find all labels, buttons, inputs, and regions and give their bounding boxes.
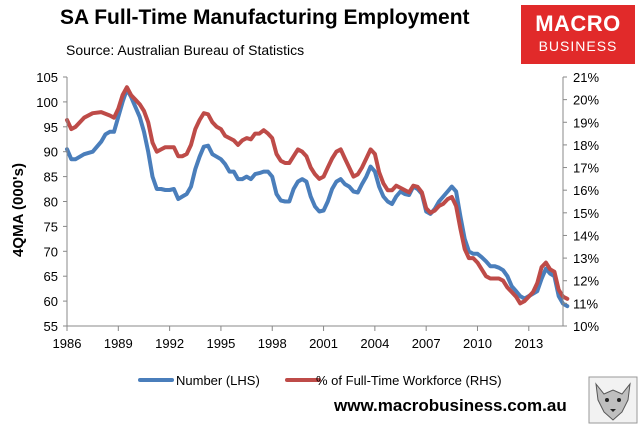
y-right-tick-label: 15% bbox=[573, 206, 599, 221]
y-axis-label: 4QMA (000's) bbox=[10, 163, 27, 257]
y-left-tick-label: 55 bbox=[44, 319, 58, 334]
y-right-tick-label: 11% bbox=[573, 296, 598, 311]
y-left-tick-label: 70 bbox=[44, 244, 58, 259]
chart-axes: 55 60 65 70 75 80 85 90 95 100 105 10% 11% 12% 13% 14% 1… bbox=[36, 70, 599, 351]
chart-legend: Number (LHS) % of Full-Time Workforce (RH… bbox=[138, 373, 502, 388]
x-tick-label: 1986 bbox=[53, 336, 82, 351]
x-tick-label: 2010 bbox=[463, 336, 492, 351]
y-right-tick-label: 16% bbox=[573, 183, 599, 198]
legend-label-1: % of Full-Time Workforce (RHS) bbox=[316, 373, 502, 388]
y-left-tick-label: 90 bbox=[44, 145, 58, 160]
x-tick-label: 1995 bbox=[206, 336, 235, 351]
wolf-mascot-icon bbox=[588, 376, 638, 424]
macrobusiness-logo: MACRO BUSINESS bbox=[521, 5, 635, 64]
y-right-tick-label: 20% bbox=[573, 93, 599, 108]
y-left-tick-label: 75 bbox=[44, 219, 58, 234]
y-right-tick-label: 17% bbox=[573, 161, 599, 176]
x-tick-label: 1998 bbox=[258, 336, 287, 351]
y-left-tick-label: 60 bbox=[44, 294, 58, 309]
y-right-tick-label: 10% bbox=[573, 319, 599, 334]
x-tick-label: 2013 bbox=[514, 336, 543, 351]
y-left-tick-label: 100 bbox=[36, 95, 58, 110]
x-tick-label: 1992 bbox=[155, 336, 184, 351]
x-tick-label: 1989 bbox=[104, 336, 133, 351]
chart-subtitle: Source: Australian Bureau of Statistics bbox=[66, 42, 305, 58]
legend-label-0: Number (LHS) bbox=[176, 373, 260, 388]
chart-title: SA Full-Time Manufacturing Employment bbox=[60, 6, 470, 29]
y-right-tick-label: 19% bbox=[573, 115, 599, 130]
y-right-tick-label: 21% bbox=[573, 70, 599, 85]
y-left-tick-label: 95 bbox=[44, 120, 58, 135]
x-tick-label: 2001 bbox=[309, 336, 338, 351]
y-right-tick-label: 13% bbox=[573, 251, 599, 266]
x-tick-label: 2004 bbox=[360, 336, 389, 351]
chart-series-group bbox=[65, 85, 570, 309]
logo-line-1: MACRO bbox=[535, 11, 621, 36]
y-left-tick-label: 105 bbox=[36, 70, 58, 85]
y-right-tick-label: 18% bbox=[573, 138, 599, 153]
y-right-tick-label: 14% bbox=[573, 228, 599, 243]
y-left-tick-label: 80 bbox=[44, 195, 58, 210]
x-tick-label: 2007 bbox=[412, 336, 441, 351]
footer-url: www.macrobusiness.com.au bbox=[334, 396, 567, 415]
y-right-tick-label: 12% bbox=[573, 274, 599, 289]
y-left-tick-label: 65 bbox=[44, 269, 58, 284]
y-left-tick-label: 85 bbox=[44, 170, 58, 185]
logo-line-2: BUSINESS bbox=[538, 38, 618, 54]
series-line-pct-workforce-rhs bbox=[65, 85, 570, 306]
series-line-number-lhs bbox=[65, 87, 570, 309]
